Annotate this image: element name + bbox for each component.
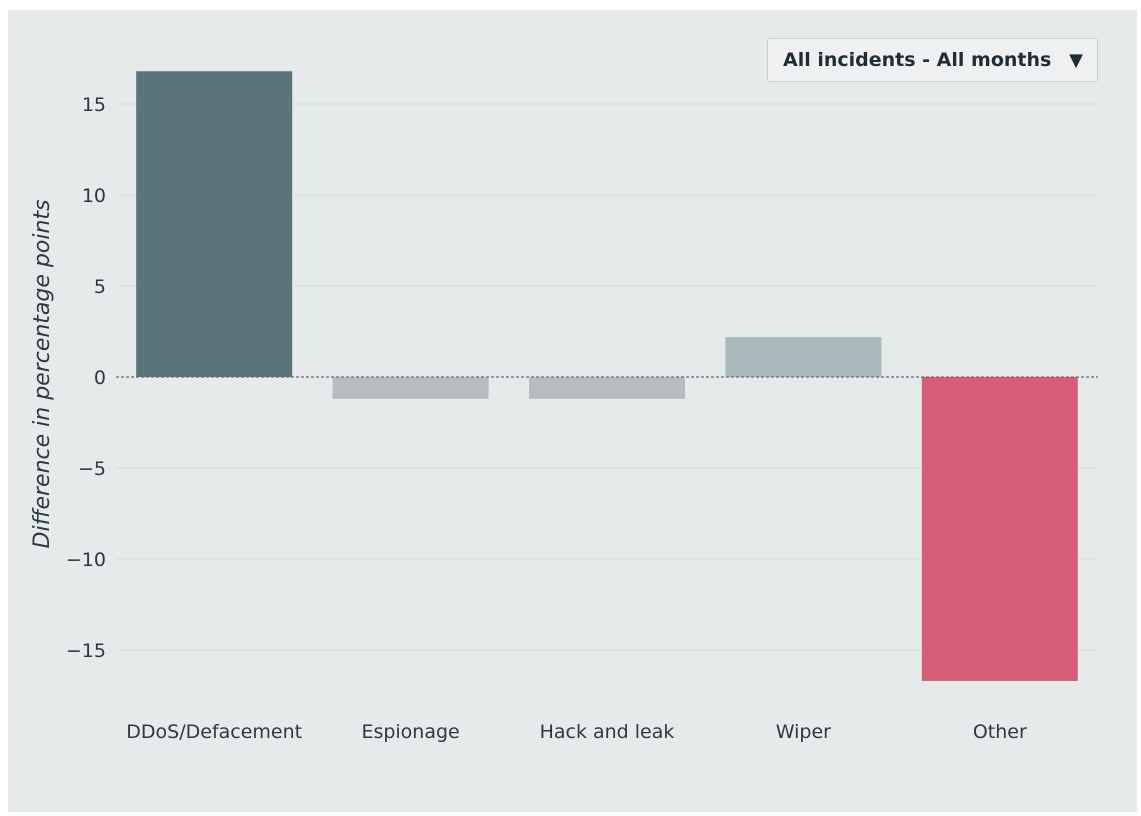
axes: 15 10 5 0 −5 −10 −15 DDoS/Defacement Espionage Ha… xyxy=(66,94,1098,743)
view-selector-dropdown[interactable]: All incidents - All months ▼ xyxy=(767,38,1098,82)
bar-other[interactable] xyxy=(921,377,1078,681)
bar-wiper[interactable] xyxy=(725,336,882,377)
bar-hack-and-leak[interactable] xyxy=(529,377,685,399)
bar-espionage[interactable] xyxy=(332,377,489,399)
x-tick-label: Hack and leak xyxy=(540,721,675,743)
bar-ddos-defacement[interactable] xyxy=(136,71,293,378)
y-tick-label: 10 xyxy=(82,185,106,207)
x-tick-label: Espionage xyxy=(361,721,459,743)
x-tick-label: Wiper xyxy=(776,721,831,743)
x-tick-label: Other xyxy=(973,721,1027,743)
y-tick-label: −15 xyxy=(66,640,106,662)
view-selector-label: All incidents - All months xyxy=(783,49,1052,71)
x-tick-label: DDoS/Defacement xyxy=(126,721,302,743)
y-tick-label: −5 xyxy=(78,458,106,480)
y-tick-label: −10 xyxy=(66,549,106,571)
triangle-down-icon: ▼ xyxy=(1069,49,1083,71)
y-tick-label: 5 xyxy=(94,276,106,298)
y-tick-label: 15 xyxy=(82,94,106,116)
y-axis-title: Difference in percentage points xyxy=(30,200,55,549)
bars xyxy=(136,71,1078,681)
y-tick-label: 0 xyxy=(94,367,106,389)
